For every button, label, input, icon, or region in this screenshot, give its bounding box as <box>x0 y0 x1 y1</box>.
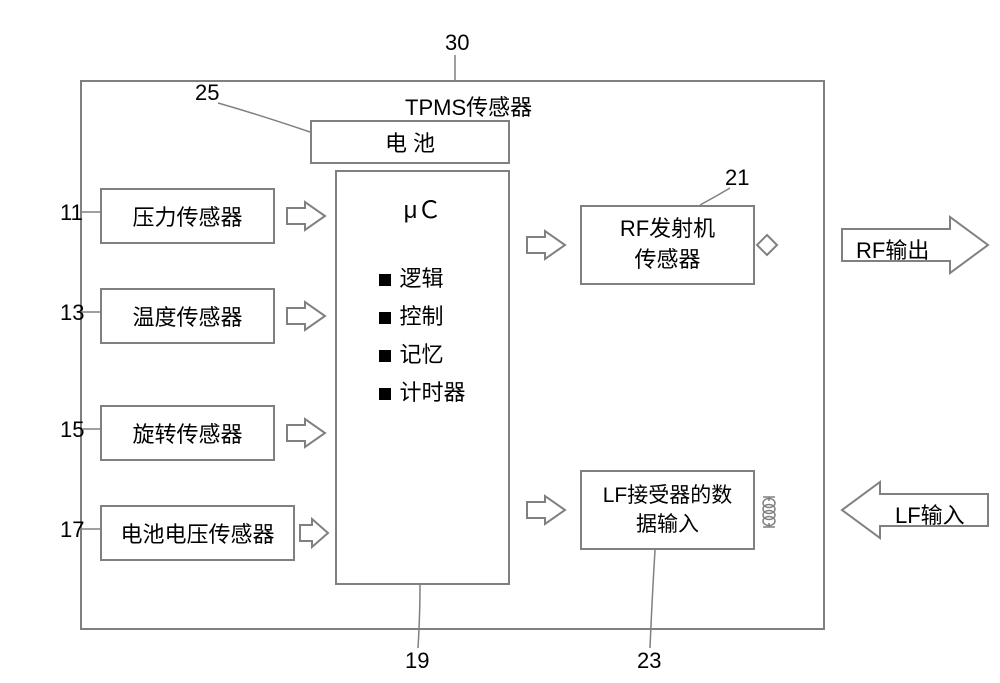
rf-output-text: RF输出 <box>856 233 929 265</box>
lf-coil-icon <box>757 495 781 529</box>
diagram-canvas: 30 TPMS传感器 25 电 池 压力传感器 11 温度传感器 13 旋转传感… <box>0 0 1000 683</box>
arrow-temp-uc <box>285 300 327 332</box>
arrow-voltage-uc <box>298 517 330 549</box>
arrow-pressure-uc <box>285 200 327 232</box>
arrow-uc-lf <box>525 494 567 526</box>
rf-diamond-icon <box>755 233 779 257</box>
lf-input-text: LF输入 <box>895 498 965 530</box>
arrow-uc-rf <box>525 229 567 261</box>
ref-23-leader <box>0 0 1000 683</box>
arrow-rotation-uc <box>285 417 327 449</box>
